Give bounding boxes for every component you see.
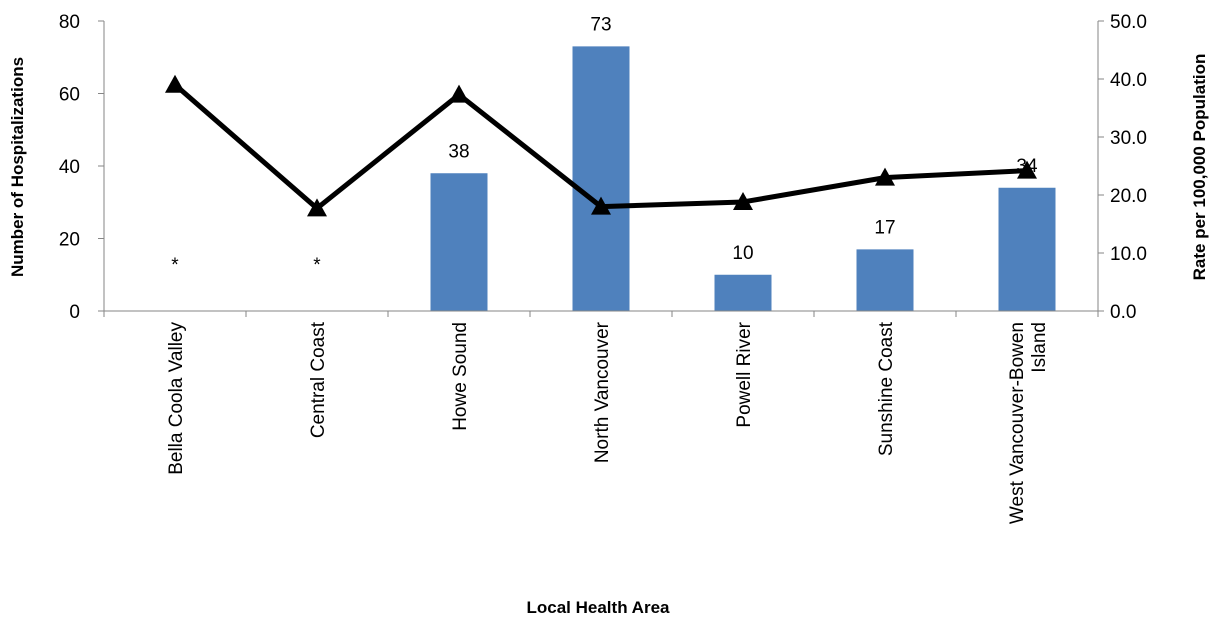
- x-category-label: Sunshine Coast: [876, 321, 897, 456]
- bar-data-label: 17: [874, 217, 895, 238]
- bar-data-label: 73: [590, 14, 611, 35]
- bar-data-label: *: [171, 255, 179, 276]
- bar-data-label: 38: [448, 141, 469, 162]
- y-right-tick-label: 20.0: [1110, 186, 1147, 207]
- rate-marker: [1017, 160, 1037, 179]
- rate-marker: [307, 198, 327, 217]
- rate-marker: [875, 167, 895, 186]
- y-axis-left-title: Number of Hospitalizations: [8, 57, 27, 277]
- x-category-label: Island: [1029, 322, 1050, 373]
- y-right-tick-label: 30.0: [1110, 128, 1147, 149]
- y-left-tick-label: 80: [59, 12, 80, 33]
- y-right-tick-label: 40.0: [1110, 70, 1147, 91]
- y-right-tick-label: 50.0: [1110, 12, 1147, 33]
- y-left-tick-label: 20: [59, 230, 80, 251]
- x-category-label: West Vancouver-Bowen: [1007, 322, 1028, 524]
- bar: [998, 187, 1056, 311]
- x-category-label: Central Coast: [308, 321, 329, 438]
- bar-data-label: 34: [1016, 156, 1038, 177]
- bar: [856, 249, 914, 311]
- x-axis-title: Local Health Area: [527, 598, 671, 617]
- y-right-tick-label: 10.0: [1110, 244, 1147, 265]
- rate-marker: [449, 84, 469, 103]
- rate-marker: [165, 74, 185, 93]
- bar-data-label: *: [313, 255, 321, 276]
- y-right-tick-label: 0.0: [1110, 302, 1136, 323]
- x-category-label: Powell River: [734, 321, 755, 427]
- x-category-label: Bella Coola Valley: [166, 322, 187, 475]
- rate-marker: [733, 191, 753, 210]
- y-left-tick-label: 0: [69, 302, 80, 323]
- axes-layer: 0 20 40 60 80 0.0 10.0 20.0 30.0 40.0 50.0 Bella Co…: [59, 12, 1147, 524]
- bar: [572, 46, 630, 311]
- y-left-tick-label: 60: [59, 85, 80, 106]
- labels-layer: * * 38 73 10 17 34: [171, 14, 1038, 276]
- x-category-label: North Vancouver: [592, 321, 613, 463]
- bars-layer: [430, 46, 1056, 311]
- bar-data-label: 10: [732, 243, 753, 264]
- x-category-label: Howe Sound: [450, 322, 471, 431]
- bar: [430, 173, 488, 311]
- bar: [714, 274, 772, 311]
- y-left-tick-label: 40: [59, 157, 80, 178]
- y-axis-right-title: Rate per 100,000 Population: [1190, 54, 1209, 281]
- rate-line-layer: [165, 74, 1037, 217]
- rate-marker: [591, 196, 611, 215]
